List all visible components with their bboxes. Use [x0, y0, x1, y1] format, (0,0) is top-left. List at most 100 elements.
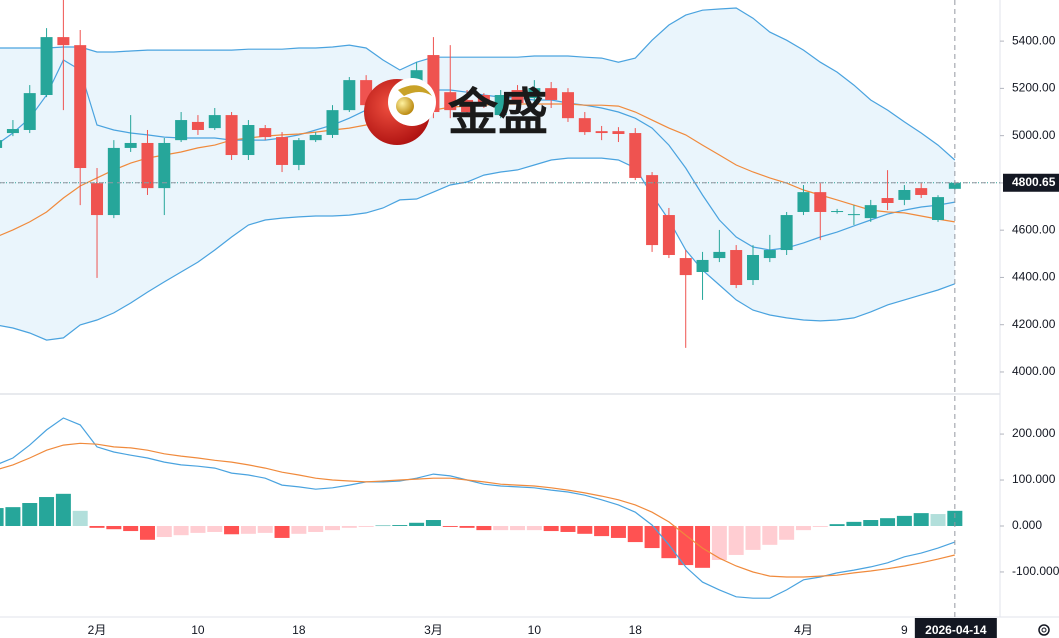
candle-body: [629, 133, 642, 178]
candle-body: [158, 142, 171, 189]
histogram-bar: [409, 522, 425, 526]
candle-body: [595, 131, 608, 134]
histogram-bar: [308, 525, 324, 532]
logo-ball: [396, 97, 414, 115]
candle-body: [0, 140, 3, 148]
histogram-bar: [425, 520, 441, 526]
candle-body: [932, 197, 945, 221]
histogram-bar: [896, 515, 912, 526]
x-tick-label: 18: [292, 623, 306, 637]
histogram-bar: [627, 525, 643, 543]
bollinger-line: [0, 7, 956, 161]
candle-body: [561, 92, 574, 119]
candle-body: [679, 258, 692, 276]
histogram-bar: [930, 514, 946, 526]
histogram-bar: [274, 525, 290, 538]
histogram-bar: [22, 503, 38, 526]
y-tick-label: 4400.00: [1012, 270, 1056, 284]
histogram-bar: [325, 525, 340, 531]
y-tick-label: 4600.00: [1012, 222, 1056, 236]
histogram-bar: [375, 525, 391, 527]
candle-body: [208, 115, 221, 129]
y-tick-label: 200.000: [1012, 426, 1056, 440]
histogram-bar: [610, 525, 626, 538]
histogram-bar: [728, 525, 744, 555]
histogram-bar: [695, 525, 711, 568]
histogram-bar: [560, 525, 576, 532]
candle-body: [662, 215, 675, 255]
candle-body: [612, 131, 625, 134]
candle-body: [91, 183, 104, 216]
histogram-bar: [156, 525, 172, 538]
macd-line: [0, 417, 956, 599]
price-pane: [0, 0, 1000, 348]
candle-body: [511, 90, 524, 104]
candle-body: [696, 259, 709, 273]
candle-body: [477, 95, 490, 104]
watermark-logo: 金盛: [364, 78, 548, 145]
candle-body: [259, 128, 272, 138]
histogram-bar: [106, 525, 122, 530]
histogram-bar: [240, 525, 256, 534]
candle-body: [780, 215, 793, 251]
price-label-box: [1003, 173, 1059, 192]
candle-body: [713, 251, 726, 259]
histogram-bar: [476, 525, 492, 531]
settings-icon[interactable]: [1038, 624, 1050, 636]
gear-center: [1041, 627, 1047, 633]
macd-pane: [0, 417, 963, 599]
candle-body: [242, 125, 255, 156]
candle-body: [107, 147, 120, 216]
histogram-bar: [795, 525, 811, 531]
histogram-bar: [543, 525, 559, 532]
bollinger-line: [0, 59, 955, 251]
candle-body: [814, 192, 827, 212]
y-tick-label: 4000.00: [1012, 364, 1056, 378]
histogram-bar: [947, 510, 963, 526]
histogram-bar: [442, 525, 458, 527]
candle-body: [847, 214, 860, 216]
histogram-bar: [829, 524, 845, 526]
histogram-bar: [0, 508, 4, 526]
candle-body: [646, 175, 659, 246]
histogram-bar: [711, 525, 727, 561]
histogram-bar: [341, 525, 357, 528]
histogram-bar: [139, 525, 155, 540]
histogram-bar: [5, 507, 21, 526]
candle-body: [948, 182, 961, 189]
x-tick-label: 4月: [794, 623, 813, 637]
histogram-bar: [72, 510, 88, 526]
histogram-bar: [358, 525, 374, 527]
date-label: 2026-04-14: [925, 623, 987, 637]
candle-body: [191, 121, 204, 130]
bollinger-line: [0, 157, 956, 341]
histogram-bar: [459, 525, 475, 528]
candle-body: [881, 198, 894, 203]
candle-body: [898, 190, 911, 200]
candle-body: [915, 188, 928, 195]
x-tick-label: 2月: [88, 623, 107, 637]
candle-body: [461, 99, 474, 113]
gear[interactable]: [1038, 624, 1050, 636]
candle-body: [578, 118, 591, 133]
watermark-text: 金盛: [448, 84, 548, 142]
histogram-bar: [812, 525, 828, 527]
histogram-bar: [577, 525, 593, 534]
candle-body: [6, 129, 19, 134]
candle-body: [23, 93, 36, 130]
x-tick-label: 9: [901, 623, 908, 637]
candle-body: [494, 95, 507, 116]
candle-body: [292, 140, 305, 165]
histogram-bar: [678, 525, 694, 566]
candle-body: [225, 115, 238, 156]
logo-swoosh: [398, 85, 432, 96]
candle-body: [40, 37, 53, 96]
candle-body: [175, 120, 188, 141]
candle-body: [831, 211, 844, 213]
histogram-bar: [190, 525, 206, 533]
histogram-bar: [207, 525, 223, 532]
histogram-bar: [880, 518, 896, 526]
candle-body: [343, 80, 356, 111]
candle-body: [730, 250, 743, 286]
